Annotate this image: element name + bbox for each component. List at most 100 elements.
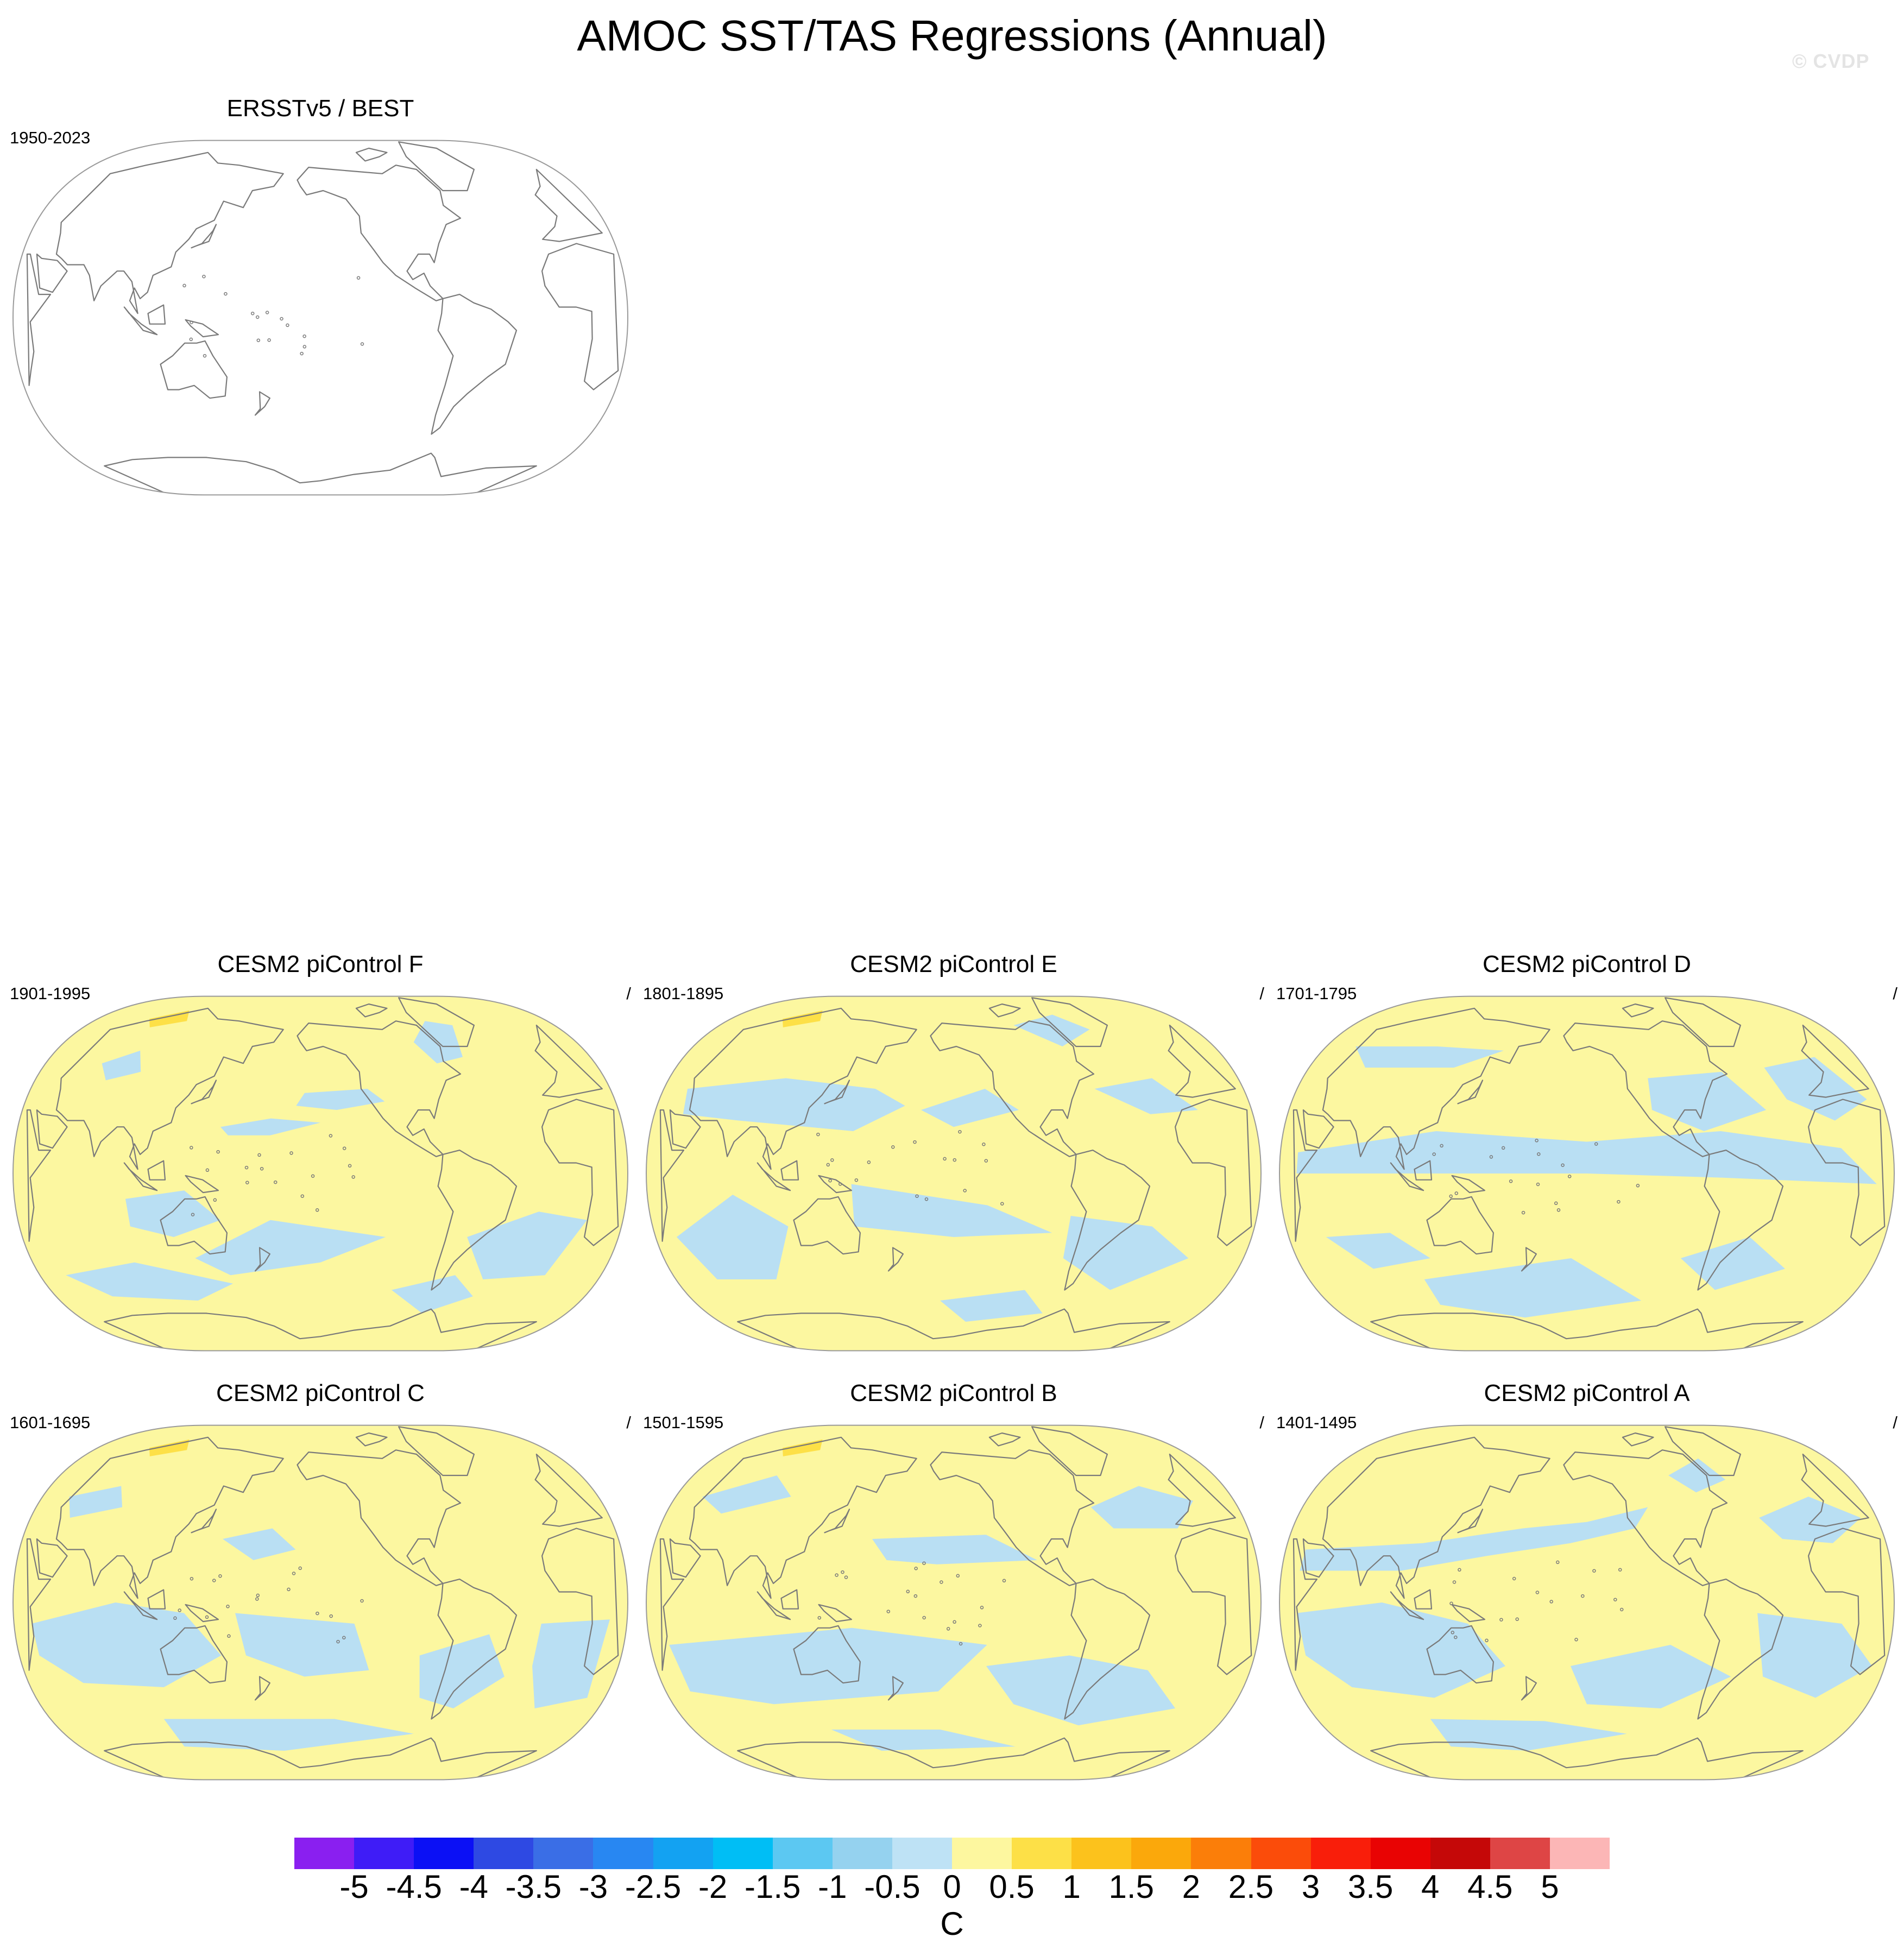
panel-title: CESM2 piControl B [850,1380,1057,1406]
coastline [431,294,518,435]
coastline [1293,1538,1318,1671]
colorbar-tick-label: 2.5 [1228,1869,1274,1905]
island [953,1158,957,1162]
island [1452,1580,1457,1584]
island [1454,1635,1458,1639]
negative-regression-region [1326,1233,1430,1269]
coastline [185,319,219,338]
island [922,1561,926,1565]
negative-regression-region [419,1634,505,1708]
negative-regression-region [1680,1237,1785,1290]
coastline [55,1007,284,1170]
island [817,1616,822,1620]
island [958,1130,962,1134]
coastline [534,1024,603,1098]
coastline [737,1308,1170,1351]
island [946,1627,950,1631]
panel-observations: ERSSTv5 / BEST 1950-2023 [5,94,635,513]
coastline [1293,1109,1318,1242]
coastline [123,1591,158,1620]
panel-title: CESM2 piControl C [216,1380,425,1406]
coastline [1426,1625,1494,1684]
coastline [1322,1436,1550,1599]
coastline [1426,1196,1494,1255]
colorbar-labels: -5 -4.5 -4 -3.5 -3 -2.5 -2 -1.5 -1 -0.5 0 0.5 1 1.5 2 2… [0,1868,1904,1906]
island [1549,1600,1553,1604]
island [302,334,306,338]
coastline [1031,997,1108,1048]
world-map [645,995,1262,1352]
coastline [1622,1003,1654,1018]
island [838,1182,842,1186]
island [216,1150,220,1154]
island [1556,1560,1560,1564]
island [1489,1155,1493,1159]
colorbar-box [1191,1838,1251,1869]
island [1537,1152,1541,1156]
island [1535,1139,1539,1143]
island [844,1575,848,1579]
island [250,311,255,316]
map-content [646,1425,1261,1780]
island [336,1639,340,1644]
coastline [431,1579,518,1720]
map-content [1279,1425,1894,1780]
island [816,1132,820,1137]
colorbar-tick-label: -4 [459,1869,488,1905]
island [943,1157,947,1161]
world-map [645,1424,1262,1781]
coastline [104,1308,537,1351]
island [906,1589,910,1594]
island [348,1164,352,1168]
colorbar-tick-label: 3.5 [1347,1869,1394,1905]
island [1536,1182,1540,1187]
coastline [887,1676,904,1701]
map-frame [645,1424,1262,1781]
island [298,1566,302,1570]
coastline [297,165,462,301]
coastline [756,1591,791,1620]
island [828,1178,832,1183]
negative-regression-region [669,1627,987,1705]
coastline [355,1432,388,1447]
coastline [147,304,166,325]
watermark: © CVDP [1792,50,1870,72]
island [173,1616,177,1620]
island [980,1606,984,1610]
island [212,1579,216,1582]
negative-regression-region [1571,1645,1731,1708]
colorbar-tick-label: 4.5 [1467,1869,1513,1905]
negative-regression-region [31,1602,222,1687]
colorbar-box [1549,1838,1610,1869]
world-map [12,1424,629,1781]
colorbar-box [1012,1838,1072,1869]
panel-cesm2-e: CESM2 piControl E 1801-1895 / [639,950,1269,1368]
coastline [147,1160,166,1181]
island [1432,1152,1436,1156]
island [189,337,193,342]
island [830,1158,834,1162]
island [227,1634,231,1638]
coastline [780,1589,799,1610]
colorbar-tick-label: 4 [1421,1869,1440,1905]
island [351,1175,355,1179]
negative-regression-region [223,1528,296,1560]
colorbar-tick-label: -0.5 [864,1869,921,1905]
coastline [1175,1528,1252,1675]
colorbar-tick-label: -3 [578,1869,608,1905]
colorbar-tick-label: 3 [1301,1869,1320,1905]
coastline [1168,1453,1236,1527]
colorbar-tick-label: 1 [1062,1869,1081,1905]
island [1617,1200,1621,1204]
coastline [1451,1175,1485,1194]
colorbar-box [593,1838,653,1869]
island [178,1608,181,1612]
world-map [1278,1424,1895,1781]
colorbar-box [1490,1838,1550,1869]
island [257,1153,261,1157]
coastline [355,1003,388,1018]
coastline [36,1109,68,1149]
negative-regression-region [1668,1458,1726,1493]
panel-cesm2-b: CESM2 piControl B 1501-1595 / [639,1379,1269,1797]
coastline [355,147,388,162]
